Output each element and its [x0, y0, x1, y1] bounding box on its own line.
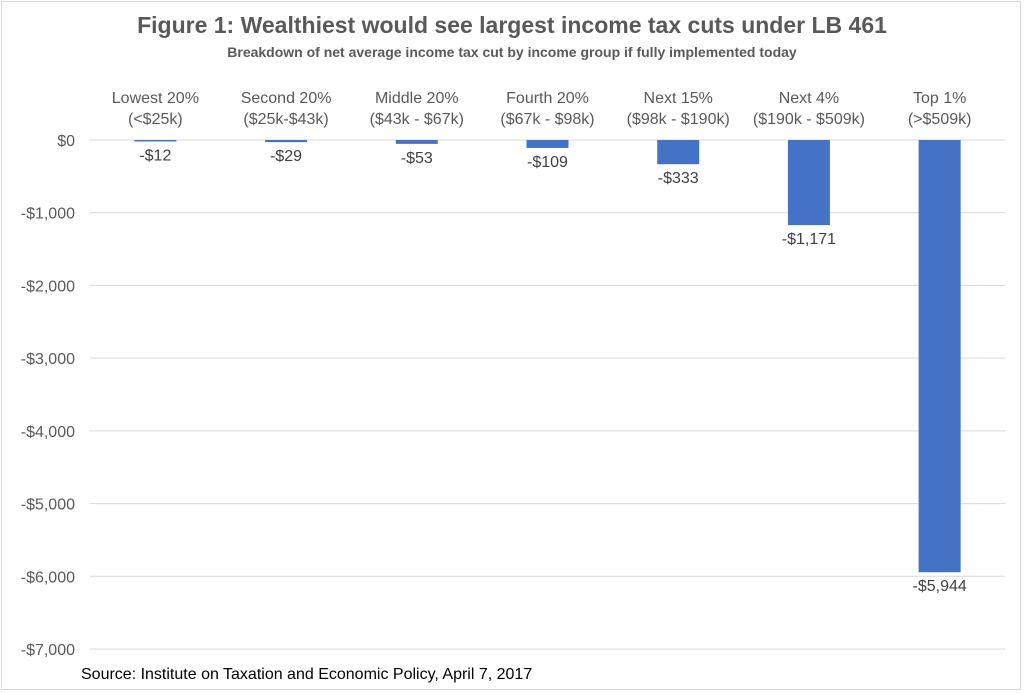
bars: [134, 140, 961, 573]
category-label: Fourth 20%: [506, 90, 589, 107]
category-range-label: ($67k - $98k): [500, 111, 594, 128]
bar: [657, 140, 700, 165]
category-labels: Lowest 20% (<$25k) Second 20% ($25k-$43k) Mi…: [112, 90, 972, 128]
data-label: -$109: [527, 154, 568, 171]
gridlines: [90, 139, 1005, 650]
y-tick-label: -$1,000: [21, 206, 75, 223]
data-label: -$1,171: [782, 231, 836, 248]
data-labels: -$12 -$29 -$53 -$109 -$333 -$1,171 -$5,944: [139, 148, 967, 596]
category-label: Middle 20%: [375, 90, 459, 107]
bar: [134, 140, 177, 142]
bar: [526, 140, 569, 148]
category-label: Next 15%: [644, 90, 713, 107]
bar: [787, 140, 830, 226]
data-label: -$333: [658, 170, 699, 187]
bar: [265, 140, 308, 143]
y-tick-label: -$6,000: [21, 569, 75, 586]
category-label: Next 4%: [779, 90, 839, 107]
y-tick-label: -$2,000: [21, 278, 75, 295]
y-tick-label: -$4,000: [21, 424, 75, 441]
category-range-label: (>$509k): [908, 111, 972, 128]
source-note: Source: Institute on Taxation and Econom…: [81, 666, 533, 683]
category-label: Lowest 20%: [112, 90, 199, 107]
category-range-label: (<$25k): [128, 111, 183, 128]
y-tick-label: -$5,000: [21, 497, 75, 514]
chart-subtitle: Breakdown of net average income tax cut …: [227, 44, 797, 60]
category-range-label: ($25k-$43k): [243, 111, 328, 128]
y-axis-ticks: $0 -$1,000 -$2,000 -$3,000 -$4,000 -$5,000 -$6…: [21, 133, 75, 659]
data-label: -$53: [401, 150, 433, 167]
category-range-label: ($190k - $509k): [753, 111, 865, 128]
data-label: -$29: [270, 148, 302, 165]
category-range-label: ($43k - $67k): [370, 111, 464, 128]
bar: [395, 140, 438, 144]
data-label: -$5,944: [913, 578, 967, 595]
category-label: Top 1%: [913, 90, 966, 107]
y-tick-label: $0: [57, 133, 75, 150]
y-tick-label: -$3,000: [21, 351, 75, 368]
y-tick-label: -$7,000: [21, 642, 75, 659]
category-label: Second 20%: [241, 90, 332, 107]
category-range-label: ($98k - $190k): [627, 111, 730, 128]
bar: [918, 140, 961, 573]
data-label: -$12: [139, 148, 171, 165]
chart-title: Figure 1: Wealthiest would see largest i…: [137, 12, 887, 38]
